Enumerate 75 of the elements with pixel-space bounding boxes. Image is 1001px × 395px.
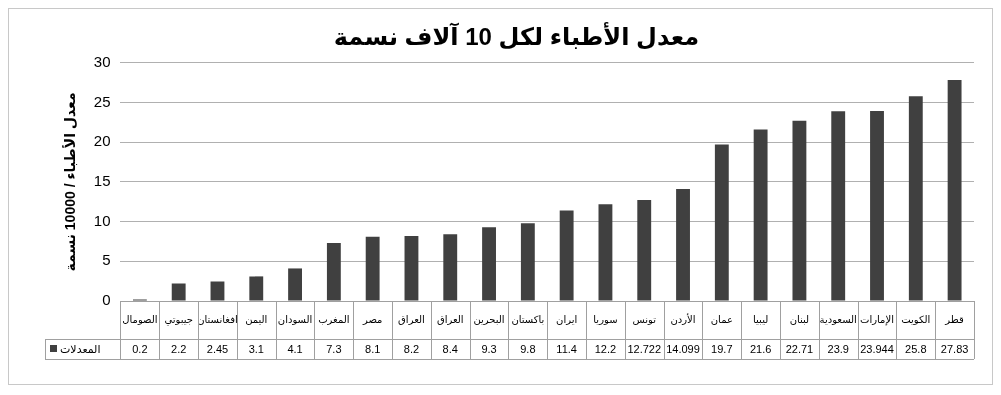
y-tick-label: 0 [102, 291, 111, 309]
bar [559, 210, 574, 301]
bar [908, 96, 923, 301]
data-label: 25.8 [905, 343, 927, 356]
data-label: 2.45 [206, 343, 229, 356]
x-tick-label: الإمارات [860, 313, 894, 326]
x-tick-label: السودان [277, 313, 313, 325]
data-label: 8.2 [403, 343, 420, 356]
data-label: 22.71 [785, 343, 814, 356]
x-tick-label: ايران [556, 313, 578, 325]
x-tick-label: العراق [436, 313, 464, 325]
y-tick-label: 10 [93, 211, 111, 229]
x-tick-label: الأردن [670, 312, 696, 325]
data-label: 27.83 [940, 343, 969, 356]
bar [520, 223, 535, 301]
x-tick-label: جيبوتي [164, 313, 193, 326]
bar [171, 283, 186, 301]
x-tick-label: اليمن [245, 313, 268, 325]
data-label: 2.2 [171, 343, 187, 356]
data-label: 8.4 [442, 343, 458, 356]
chart-title: معدل الأطباء لكل 10 آلاف نسمة [333, 22, 700, 51]
y-tick-label: 30 [93, 52, 111, 70]
bar [792, 120, 807, 301]
data-label: 21.6 [749, 343, 772, 356]
bar [365, 236, 380, 301]
bar [482, 227, 496, 301]
x-tick-label: لبنان [789, 313, 810, 325]
bar [249, 276, 264, 301]
data-label: 0.2 [132, 343, 148, 356]
y-tick-label: 20 [93, 132, 111, 150]
data-label: 9.3 [481, 343, 497, 356]
bar [714, 144, 729, 301]
bar [326, 243, 341, 301]
data-label: 12.2 [594, 343, 617, 356]
x-tick-label: العراق [398, 313, 425, 325]
bar [753, 129, 768, 301]
bar [831, 111, 846, 301]
data-label: 3.1 [248, 343, 264, 356]
data-label: 7.3 [326, 343, 342, 356]
x-tick-label: السعودية [819, 313, 857, 325]
y-tick-label: 25 [93, 92, 111, 110]
x-tick-label: الصومال [122, 313, 158, 325]
data-label: 23.9 [827, 343, 849, 356]
bar [443, 234, 458, 301]
x-tick-label: افغانستان [197, 313, 238, 325]
y-axis-title: معدل الأطباء / 10000 نسمة [62, 92, 79, 272]
x-tick-label: تونس [632, 313, 657, 325]
x-tick-label: المغرب [318, 313, 350, 325]
data-label: 14.099 [666, 343, 700, 356]
x-tick-label: قطر [944, 313, 965, 325]
bar [676, 189, 690, 301]
bar [404, 235, 419, 301]
y-tick-label: 5 [102, 251, 111, 269]
bar [288, 268, 302, 301]
x-tick-label: البحرين [473, 313, 505, 325]
y-tick-label: 15 [93, 172, 111, 190]
x-tick-label: عمان [710, 313, 733, 325]
data-label: 11.4 [556, 343, 577, 356]
data-label: 19.7 [711, 343, 733, 356]
bar [598, 204, 613, 301]
x-tick-label: باكستان [511, 313, 545, 325]
bar [637, 199, 652, 301]
data-label: 8.1 [365, 343, 381, 356]
bar [947, 80, 962, 301]
data-label: 4.1 [287, 343, 303, 356]
x-tick-label: الكويت [901, 313, 931, 325]
data-label: 12.722 [627, 343, 662, 356]
bar [870, 110, 884, 301]
bar [210, 281, 225, 301]
x-tick-label: سوريا [593, 313, 618, 325]
x-tick-label: مصر [361, 313, 383, 325]
x-tick-label: ليبيا [753, 313, 769, 325]
data-label: 23.944 [860, 343, 894, 356]
legend-label: المعدلات [60, 343, 101, 356]
data-label: 9.8 [520, 343, 536, 356]
